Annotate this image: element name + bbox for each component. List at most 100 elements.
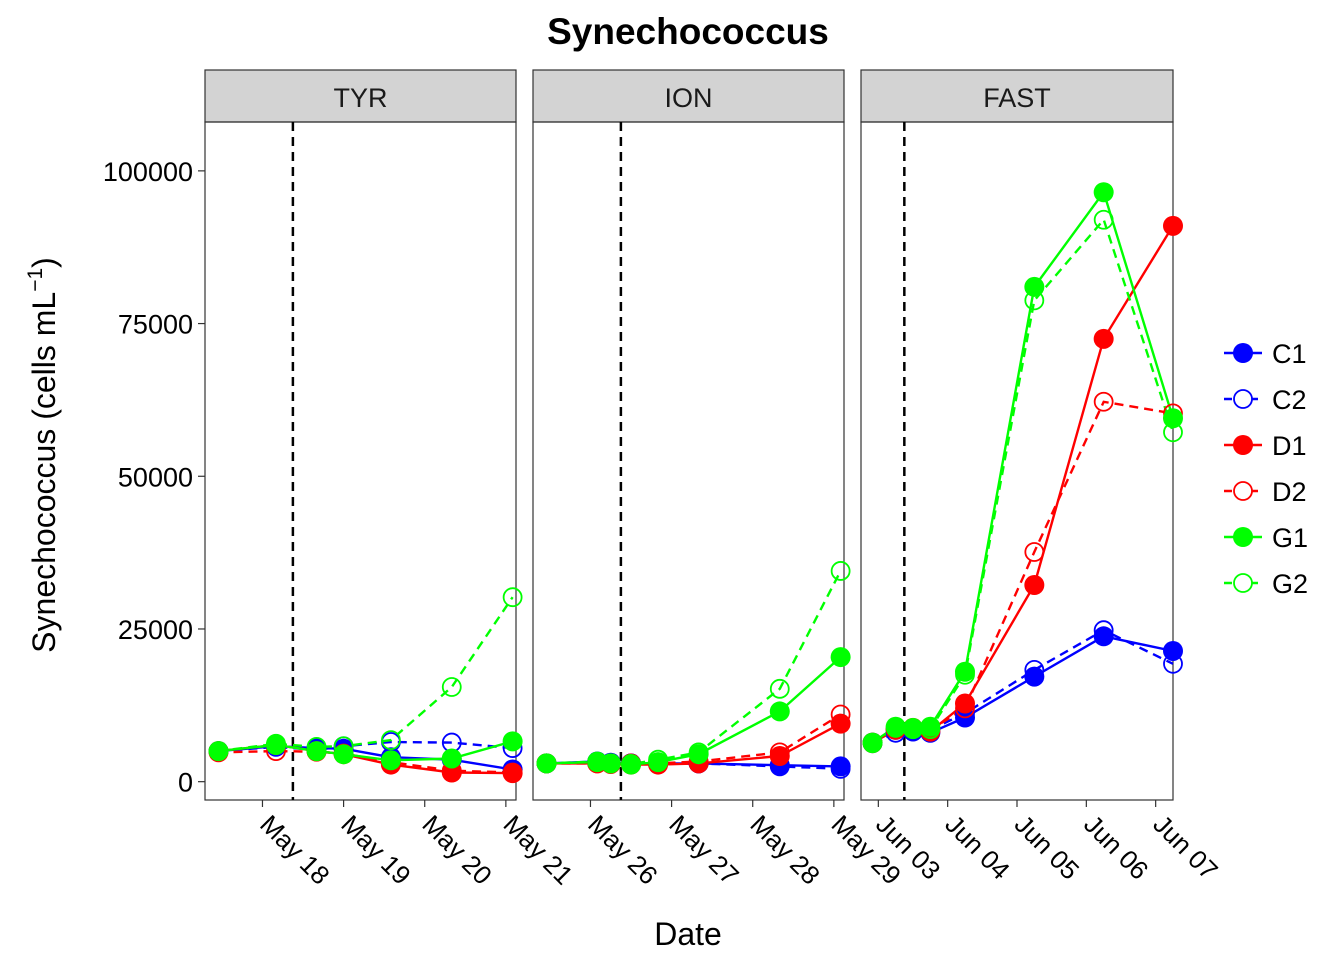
x-tick-label: Jun 05 xyxy=(1009,809,1085,885)
legend-item-d1: D1 xyxy=(1224,431,1307,461)
y-axis-label-close: ) xyxy=(26,257,62,268)
data-point-c2 xyxy=(830,758,851,779)
legend-item-g1: G1 xyxy=(1224,523,1308,553)
legend-key-marker xyxy=(1233,389,1253,409)
data-point-d2 xyxy=(830,704,851,725)
data-point-g2 xyxy=(502,587,523,608)
x-tick-label: May 18 xyxy=(254,809,336,891)
y-tick-label: 25000 xyxy=(118,615,193,645)
data-point-g1 xyxy=(903,719,923,740)
legend-item-d2: D2 xyxy=(1224,477,1307,507)
chart-title: Synechococcus xyxy=(547,11,829,52)
series-line-d1 xyxy=(218,743,513,775)
data-point-g2 xyxy=(208,741,229,762)
data-point-d1 xyxy=(1093,328,1114,349)
x-tick-label: May 21 xyxy=(498,809,580,891)
data-point-d2 xyxy=(502,762,523,783)
data-point-g2 xyxy=(1093,209,1114,230)
series-line-g2 xyxy=(546,570,842,766)
data-point-g2 xyxy=(333,736,354,757)
facet-strip xyxy=(860,69,1174,123)
data-point-g1 xyxy=(208,741,229,762)
series-line-g1 xyxy=(218,740,513,762)
series-line-d1 xyxy=(872,225,1175,744)
data-point-d2 xyxy=(769,742,790,763)
x-tick-label: May 27 xyxy=(663,809,745,891)
panel-border xyxy=(860,121,1174,801)
data-point-g1 xyxy=(1163,408,1183,429)
legend-key-marker xyxy=(1233,573,1253,593)
data-point-g2 xyxy=(920,719,941,740)
y-axis-label-superscript: −1 xyxy=(24,268,47,292)
data-point-g1 xyxy=(265,735,286,756)
series-line-g1 xyxy=(871,189,1175,744)
y-axis-label: Synechococcus (cells mL−1) xyxy=(24,257,62,653)
legend-label: D1 xyxy=(1272,431,1307,461)
data-point-g2 xyxy=(1163,422,1183,443)
data-point-g2 xyxy=(600,753,621,774)
legend-label: C2 xyxy=(1272,385,1307,415)
data-point-g2 xyxy=(1024,290,1045,311)
data-point-g1 xyxy=(862,732,883,753)
legend-item-c2: C2 xyxy=(1224,385,1307,415)
facet-strip xyxy=(204,69,517,123)
facet-strip-label: TYR xyxy=(334,83,388,113)
legend: C1 C2 D1 D2 G1 G2 xyxy=(1224,339,1308,599)
legend-item-g2: G2 xyxy=(1224,569,1308,599)
data-point-g2 xyxy=(955,664,975,685)
legend-key-marker xyxy=(1233,527,1253,547)
data-point-d1 xyxy=(1163,215,1183,236)
legend-label: G1 xyxy=(1272,523,1308,553)
data-point-g1 xyxy=(885,716,906,737)
data-point-d2 xyxy=(955,698,975,719)
facet-strip-label: FAST xyxy=(983,83,1051,113)
facet-strip xyxy=(532,69,845,123)
data-point-g2 xyxy=(830,561,851,581)
legend-label: C1 xyxy=(1272,339,1307,369)
legend-key-marker xyxy=(1233,343,1253,363)
data-point-g2 xyxy=(536,753,557,774)
facet-strip-label: ION xyxy=(664,83,712,113)
data-point-g1 xyxy=(441,748,462,769)
y-axis: 0 25000 50000 75000 100000 xyxy=(103,157,205,798)
data-point-c2 xyxy=(1024,659,1045,680)
data-point-g1 xyxy=(380,750,401,771)
data-point-c1 xyxy=(1024,666,1045,687)
data-point-g2 xyxy=(381,730,401,751)
series-line-g2 xyxy=(218,596,514,753)
x-tick-label: Jun 07 xyxy=(1147,809,1223,885)
x-tick-label: Jun 06 xyxy=(1078,809,1154,885)
series-line-d2 xyxy=(871,400,1174,745)
x-tick-label: May 26 xyxy=(582,809,664,891)
y-tick-label: 100000 xyxy=(103,157,193,187)
data-point-g1 xyxy=(1093,182,1114,203)
x-tick-label: May 28 xyxy=(744,809,826,891)
data-point-g1 xyxy=(621,754,642,775)
y-tick-label: 0 xyxy=(178,768,193,798)
facet-panel-tyr: TYR May 18 May 19 May 20 May 21 xyxy=(204,69,580,891)
data-point-c2 xyxy=(1163,653,1183,674)
legend-key-marker xyxy=(1233,435,1253,455)
data-point-g1 xyxy=(769,701,790,722)
data-point-d1 xyxy=(502,763,523,784)
x-tick-label: May 20 xyxy=(416,809,498,891)
x-tick-label: May 19 xyxy=(335,809,417,891)
legend-label: D2 xyxy=(1272,477,1307,507)
legend-item-c1: C1 xyxy=(1224,339,1307,369)
data-point-g1 xyxy=(306,741,327,762)
data-point-g2 xyxy=(621,754,641,774)
data-point-g1 xyxy=(830,647,851,668)
x-tick-label: Jun 04 xyxy=(939,809,1015,885)
data-point-g2 xyxy=(306,736,327,757)
data-point-g2 xyxy=(441,677,462,697)
data-point-g1 xyxy=(955,661,975,682)
legend-key-marker xyxy=(1233,481,1253,501)
data-point-d2 xyxy=(1093,391,1114,412)
data-point-d1 xyxy=(1024,574,1045,595)
data-point-g2 xyxy=(648,749,668,770)
